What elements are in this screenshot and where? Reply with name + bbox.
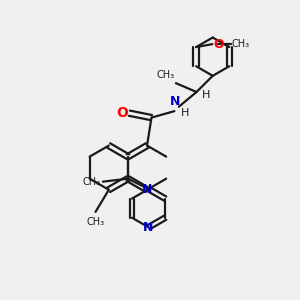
Text: N: N: [142, 183, 152, 196]
Text: CH₃: CH₃: [86, 217, 105, 227]
Text: CH₃: CH₃: [232, 39, 250, 49]
Text: O: O: [214, 38, 224, 51]
Text: H: H: [181, 108, 189, 118]
Text: H: H: [202, 90, 210, 100]
Text: N: N: [143, 221, 154, 234]
Text: CH₃: CH₃: [156, 70, 174, 80]
Text: CH₃: CH₃: [82, 177, 100, 187]
Text: N: N: [170, 94, 181, 108]
Text: O: O: [116, 106, 128, 120]
